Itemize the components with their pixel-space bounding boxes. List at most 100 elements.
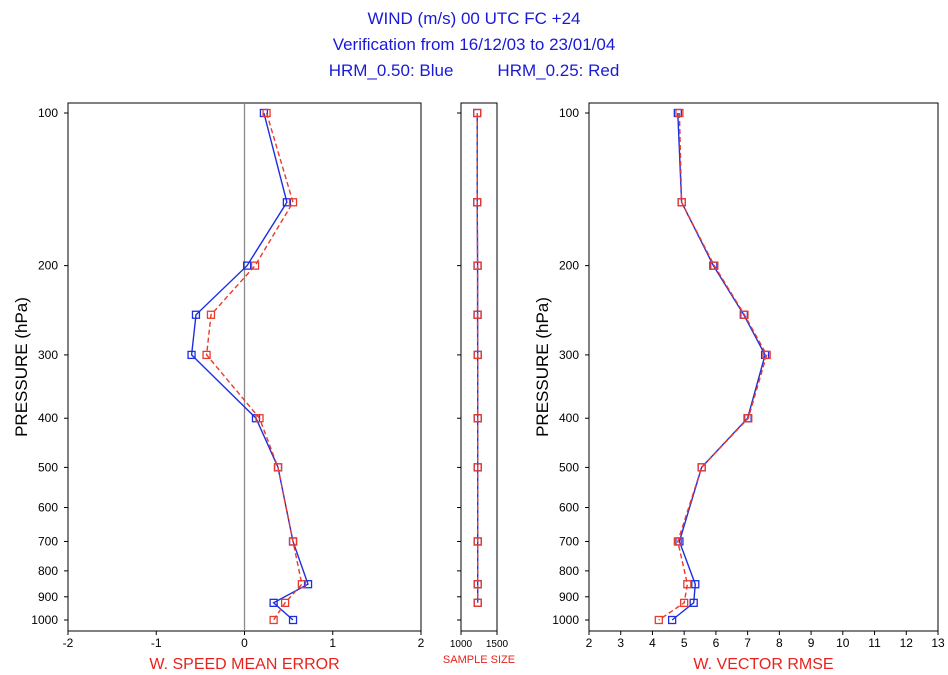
legend-blue-label: HRM_0.50: Blue (328, 61, 454, 80)
x-tick-label: 6 (713, 636, 720, 650)
data-marker-red (473, 108, 482, 118)
data-marker-blue (187, 350, 196, 360)
data-marker-red (677, 198, 686, 207)
data-marker-blue (303, 580, 313, 589)
x-tick-label: 1000 (450, 639, 473, 650)
plot-frame (460, 102, 498, 632)
y-tick-label: 600 (38, 501, 58, 515)
y-tick-label: 1000 (31, 613, 58, 627)
y-tick-label: 100 (559, 106, 579, 120)
panel-1: -2 -1 0 1 2 100 200 300 400 500 600 700 800 900 1000 W.… (12, 102, 425, 673)
plot-frame (588, 102, 939, 632)
y-tick-label: 400 (559, 411, 579, 425)
x-tick-label: 11 (868, 636, 881, 650)
data-marker-blue (282, 198, 292, 207)
x-tick-label: 1500 (486, 639, 509, 650)
series-line-blue (190, 112, 309, 621)
data-marker-red (273, 463, 283, 472)
y-tick-label: 900 (38, 590, 58, 604)
data-marker-blue (689, 598, 698, 607)
data-marker-blue (242, 261, 252, 270)
data-marker-red (202, 350, 211, 360)
x-tick-label: 10 (836, 636, 850, 650)
y-tick-label: 500 (38, 460, 58, 474)
x-axis-label: SAMPLE SIZE (443, 654, 515, 666)
y-axis-label: PRESSURE (hPa) (12, 297, 31, 437)
y-tick-label: 400 (38, 411, 58, 425)
data-marker-red (654, 615, 663, 625)
data-marker-red (473, 414, 482, 423)
y-tick-label: 100 (38, 106, 58, 120)
y-tick-label: 800 (38, 564, 58, 578)
data-marker-blue (191, 310, 201, 319)
series-line-red (476, 113, 479, 603)
data-marker-red (762, 350, 771, 360)
y-tick-label: 300 (559, 348, 579, 362)
data-marker-red (262, 108, 271, 118)
x-tick-label: -1 (151, 636, 162, 650)
x-tick-label: 5 (681, 636, 688, 650)
x-axis-label: W. SPEED MEAN ERROR (149, 656, 339, 673)
data-marker-red (473, 463, 482, 472)
x-tick-label: 7 (744, 636, 751, 650)
data-marker-red (473, 198, 482, 207)
x-tick-label: 9 (808, 636, 815, 650)
series-line-blue (671, 112, 766, 621)
data-marker-red (744, 414, 753, 423)
panel-3: 2 3 4 5 6 7 8 9 10 11 12 13 100 200 300 400 500 600 700 800… (533, 102, 945, 673)
y-axis-label: PRESSURE (hPa) (533, 297, 552, 437)
y-tick-label: 1000 (552, 613, 579, 627)
data-marker-red (683, 580, 692, 589)
x-tick-label: 8 (776, 636, 783, 650)
y-tick-label: 200 (559, 259, 579, 273)
panel-2: 1000 1500 SAMPLE SIZE (443, 102, 515, 666)
legend-red-label: HRM_0.25: Red (497, 61, 620, 80)
x-tick-label: 2 (586, 636, 593, 650)
series-line-red (205, 112, 303, 621)
data-marker-red (473, 350, 482, 360)
data-marker-red (269, 615, 278, 625)
y-tick-label: 200 (38, 259, 58, 273)
data-marker-red (297, 580, 307, 589)
y-tick-label: 800 (559, 564, 579, 578)
data-marker-red (710, 261, 719, 270)
x-tick-label: 0 (241, 636, 248, 650)
data-marker-red (473, 310, 482, 319)
x-tick-label: 13 (931, 636, 945, 650)
series-line-red (658, 112, 768, 621)
data-marker-red (740, 310, 749, 319)
data-marker-red (206, 310, 216, 319)
data-marker-red (673, 537, 682, 546)
x-tick-label: 4 (649, 636, 656, 650)
chart-title: WIND (m/s) 00 UTC FC +24 (367, 9, 581, 28)
y-tick-label: 500 (559, 460, 579, 474)
data-marker-red (680, 598, 689, 607)
y-tick-label: 300 (38, 348, 58, 362)
y-tick-label: 700 (38, 534, 58, 548)
data-marker-red (473, 580, 482, 589)
data-marker-red (288, 537, 298, 546)
legend-line: HRM_0.50: Blue HRM_0.25: Red (0, 60, 948, 81)
x-tick-label: -2 (63, 636, 74, 650)
data-marker-red (473, 537, 482, 546)
data-marker-red (675, 108, 684, 118)
y-tick-label: 700 (559, 534, 579, 548)
y-tick-label: 900 (559, 590, 579, 604)
chart-subtitle: Verification from 16/12/03 to 23/01/04 (332, 35, 616, 54)
x-tick-label: 3 (617, 636, 624, 650)
data-marker-blue (691, 580, 700, 589)
y-tick-label: 600 (559, 501, 579, 515)
data-marker-blue (269, 598, 278, 607)
x-tick-label: 1 (329, 636, 336, 650)
x-axis-label: W. VECTOR RMSE (693, 656, 833, 673)
data-marker-blue (288, 615, 298, 625)
data-marker-red (255, 414, 264, 423)
data-marker-red (288, 198, 298, 207)
data-marker-red (280, 598, 290, 607)
data-marker-red (473, 261, 482, 270)
data-marker-red (473, 598, 482, 607)
data-marker-red (697, 463, 706, 472)
data-marker-red (250, 261, 260, 270)
x-tick-label: 2 (418, 636, 425, 650)
